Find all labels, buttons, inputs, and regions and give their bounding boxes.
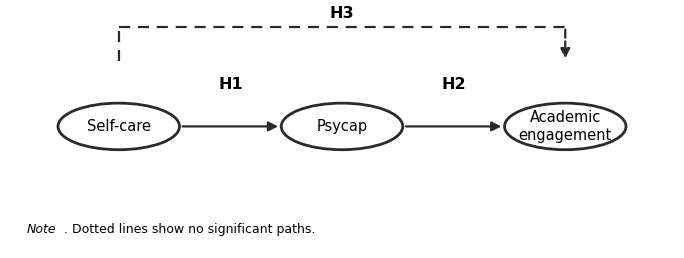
Text: Academic
engagement: Academic engagement xyxy=(518,110,612,143)
Text: Note: Note xyxy=(27,223,57,236)
Text: Psycap: Psycap xyxy=(317,119,367,134)
Ellipse shape xyxy=(281,103,403,150)
Text: H3: H3 xyxy=(330,6,354,21)
Text: H2: H2 xyxy=(441,77,466,92)
Ellipse shape xyxy=(58,103,179,150)
Text: . Dotted lines show no significant paths.: . Dotted lines show no significant paths… xyxy=(64,223,315,236)
Text: Self-care: Self-care xyxy=(87,119,150,134)
Ellipse shape xyxy=(505,103,626,150)
Text: H1: H1 xyxy=(218,77,243,92)
